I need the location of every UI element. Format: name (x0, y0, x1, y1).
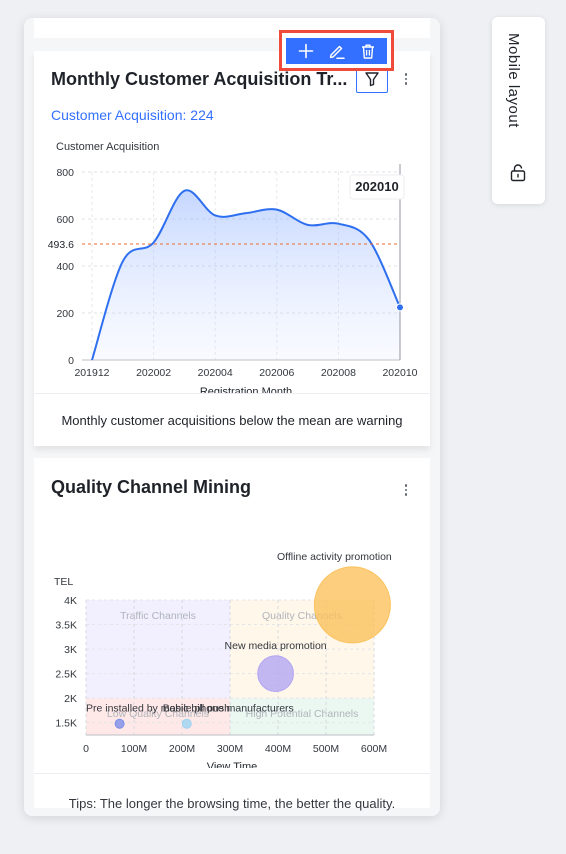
toolbar-buttons (286, 38, 387, 64)
add-button[interactable] (294, 40, 318, 62)
card-footer-note: Monthly customer acquisitions below the … (34, 393, 430, 446)
y-tick-label: 400 (56, 261, 74, 273)
x-axis-title: Registration Month (200, 386, 292, 394)
highlight-point (396, 303, 404, 312)
y-tick-label: 4K (64, 595, 77, 607)
card-title: Quality Channel Mining (51, 477, 252, 497)
edit-button[interactable] (325, 40, 349, 62)
x-tick-label: 202002 (136, 367, 171, 379)
quadrant-label: Low Quality Channels (107, 708, 209, 720)
bubble-label: New media promotion (225, 640, 327, 652)
x-tick-label: 0 (83, 743, 89, 755)
x-tick-label: 300M (217, 743, 243, 755)
plus-icon (298, 43, 313, 59)
y-tick-label: 2.5K (55, 669, 77, 681)
x-tick-label: 600M (361, 743, 387, 755)
mean-value-label: 493.6 (48, 239, 74, 251)
x-tick-label: 200M (169, 743, 195, 755)
customer-acquisition-card[interactable]: Monthly Customer Acquisition Tr... Custo… (34, 51, 430, 446)
lock-icon (510, 164, 526, 182)
quadrant-label: Traffic Channels (120, 610, 196, 622)
tooltip-box (349, 174, 405, 200)
more-options-icon[interactable] (400, 482, 412, 498)
trash-icon (361, 44, 374, 59)
series-line (91, 189, 401, 361)
quality-channel-card[interactable]: Quality Channel Mining Traffic Channels Q… (34, 458, 430, 811)
data-bubble (313, 566, 391, 644)
x-tick-label: 201912 (74, 367, 109, 379)
x-axis-title: View Time (207, 761, 258, 768)
mobile-layout-label: Mobile layout (505, 33, 522, 128)
y-axis-title: TEL (54, 576, 73, 588)
quadrant-region (230, 698, 374, 735)
y-tick-label: 800 (56, 167, 74, 179)
y-axis-title: Customer Acquisition (56, 141, 159, 153)
area-fill (92, 190, 400, 360)
dashboard-canvas: Monthly Customer Acquisition Tr... Custo… (24, 18, 440, 816)
bubble-label: Pre installed by mobile phone manufactur… (86, 703, 294, 715)
y-tick-label: 600 (56, 214, 74, 226)
more-options-icon[interactable] (400, 71, 412, 87)
acquisition-line-chart[interactable]: Customer Acquisition 0 200 400 600 800 493.6 20… (34, 129, 430, 394)
y-tick-label: 0 (68, 355, 74, 367)
y-tick-label: 200 (56, 308, 74, 320)
data-bubble (257, 655, 294, 692)
card-title: Monthly Customer Acquisition Tr... (51, 69, 348, 89)
bubble-label: Basic bill push (163, 703, 230, 715)
x-tick-label: 202006 (259, 367, 294, 379)
y-tick-label: 2K (64, 693, 77, 705)
card-footer-note: Tips: The longer the browsing time, the … (34, 773, 430, 811)
quadrant-region (86, 698, 230, 735)
pencil-icon (329, 45, 345, 59)
bubble-label: Offline activity promotion (277, 551, 392, 563)
data-bubble (114, 718, 125, 729)
tooltip-label: 202010 (355, 179, 398, 194)
x-tick-label: 202010 (382, 367, 417, 379)
y-tick-label: 3.5K (55, 620, 77, 632)
mobile-layout-toggle[interactable]: Mobile layout (492, 17, 545, 204)
card-edit-toolbar (279, 30, 394, 71)
y-tick-label: 3K (64, 644, 77, 656)
quadrant-label: High Potential Channels (246, 708, 359, 720)
funnel-icon (365, 72, 379, 87)
x-tick-label: 500M (313, 743, 339, 755)
data-bubble (181, 718, 192, 729)
x-tick-label: 202008 (321, 367, 356, 379)
y-tick-label: 1.5K (55, 718, 77, 730)
x-tick-label: 202004 (198, 367, 233, 379)
x-tick-label: 100M (121, 743, 147, 755)
x-tick-label: 400M (265, 743, 291, 755)
delete-button[interactable] (356, 40, 380, 62)
metric-summary: Customer Acquisition: 224 (51, 107, 214, 123)
